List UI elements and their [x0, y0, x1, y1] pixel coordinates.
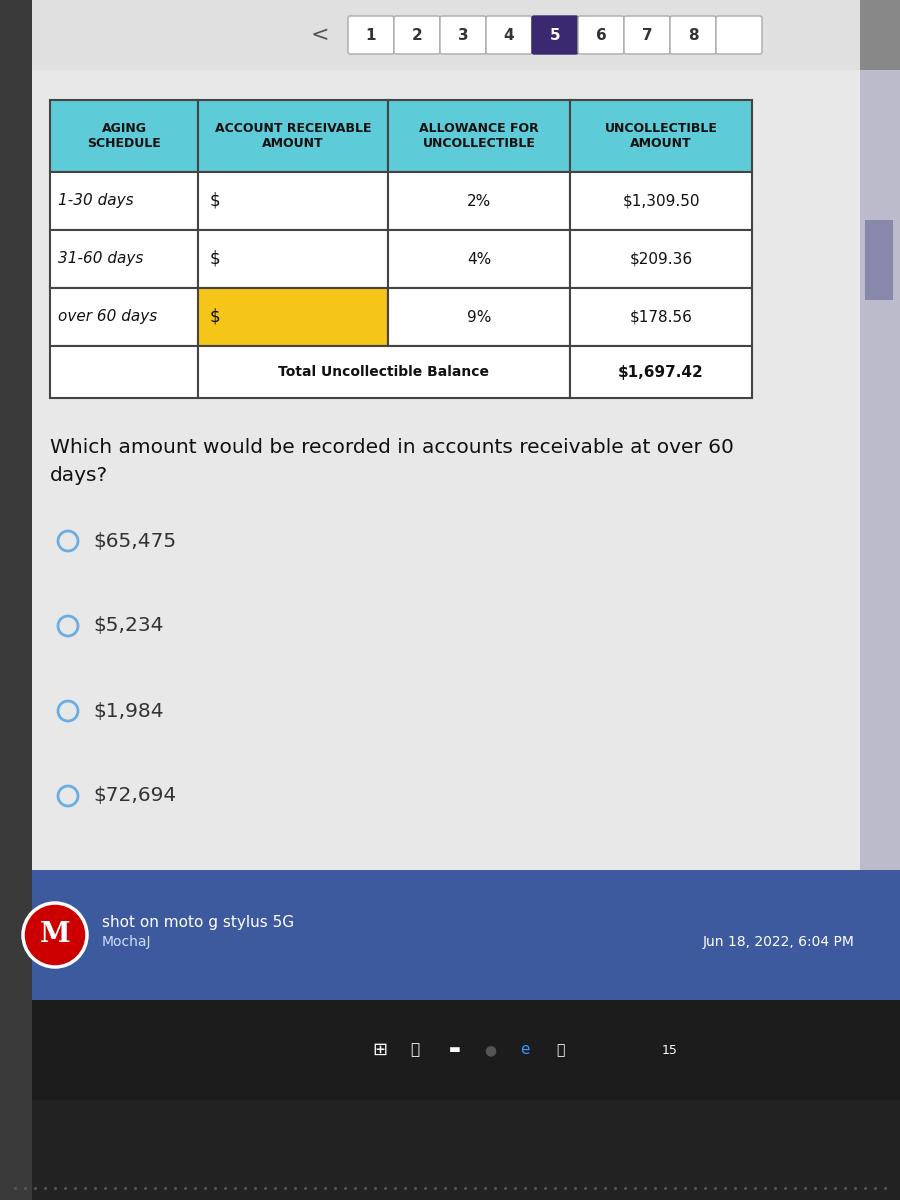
Text: $178.56: $178.56: [630, 310, 692, 324]
FancyBboxPatch shape: [670, 16, 716, 54]
Bar: [388, 172, 570, 230]
Bar: [0, 1000, 900, 1100]
Text: MochaJ: MochaJ: [102, 935, 151, 949]
Circle shape: [23, 902, 87, 967]
Bar: [32, 0, 860, 870]
Text: 🐦: 🐦: [556, 1043, 564, 1057]
Bar: [388, 230, 570, 288]
Text: 4: 4: [504, 28, 514, 42]
Text: Total Uncollectible Balance: Total Uncollectible Balance: [278, 365, 490, 379]
Text: <: <: [310, 25, 329, 44]
Text: $1,697.42: $1,697.42: [618, 365, 704, 379]
Bar: [50, 346, 198, 398]
Bar: [860, 70, 900, 870]
Bar: [570, 100, 752, 172]
Text: $1,309.50: $1,309.50: [622, 193, 700, 209]
Bar: [198, 172, 388, 230]
Text: 6: 6: [596, 28, 607, 42]
Text: ⊞: ⊞: [373, 1040, 388, 1058]
Text: 2%: 2%: [467, 193, 491, 209]
Text: M: M: [40, 922, 70, 948]
Text: ●: ●: [484, 1043, 496, 1057]
Text: UNCOLLECTIBLE
AMOUNT: UNCOLLECTIBLE AMOUNT: [605, 122, 717, 150]
Bar: [50, 230, 198, 288]
Text: 5: 5: [550, 28, 561, 42]
Text: 1: 1: [365, 28, 376, 42]
Text: days?: days?: [50, 466, 108, 485]
Text: $: $: [210, 308, 220, 326]
Bar: [198, 100, 388, 172]
Text: 2: 2: [411, 28, 422, 42]
Bar: [198, 288, 388, 346]
FancyBboxPatch shape: [348, 16, 394, 54]
Text: $65,475: $65,475: [93, 532, 176, 551]
FancyBboxPatch shape: [440, 16, 486, 54]
Bar: [570, 230, 752, 288]
FancyBboxPatch shape: [578, 16, 624, 54]
Bar: [198, 346, 570, 398]
Bar: [50, 100, 198, 172]
Text: over 60 days: over 60 days: [58, 310, 158, 324]
Bar: [570, 346, 752, 398]
Bar: [388, 288, 570, 346]
FancyBboxPatch shape: [716, 16, 762, 54]
Text: 3: 3: [458, 28, 468, 42]
Text: ACCOUNT RECEIVABLE
AMOUNT: ACCOUNT RECEIVABLE AMOUNT: [215, 122, 371, 150]
Text: 4%: 4%: [467, 252, 491, 266]
Bar: [32, 0, 860, 70]
FancyBboxPatch shape: [394, 16, 440, 54]
Text: $: $: [210, 192, 220, 210]
Bar: [0, 1100, 900, 1200]
Text: Jun 18, 2022, 6:04 PM: Jun 18, 2022, 6:04 PM: [703, 935, 855, 949]
Bar: [198, 230, 388, 288]
Text: $: $: [210, 250, 220, 268]
Text: Which amount would be recorded in accounts receivable at over 60: Which amount would be recorded in accoun…: [50, 438, 733, 457]
Text: ▬: ▬: [449, 1044, 461, 1056]
Text: 🔍: 🔍: [410, 1043, 419, 1057]
Text: $1,984: $1,984: [93, 702, 164, 720]
FancyBboxPatch shape: [532, 16, 578, 54]
Bar: [570, 172, 752, 230]
Text: 31-60 days: 31-60 days: [58, 252, 143, 266]
Text: 1-30 days: 1-30 days: [58, 193, 133, 209]
Text: $72,694: $72,694: [93, 786, 176, 805]
Text: AGING
SCHEDULE: AGING SCHEDULE: [87, 122, 161, 150]
Bar: [570, 288, 752, 346]
Bar: [0, 0, 32, 1200]
Text: $5,234: $5,234: [93, 617, 164, 636]
FancyBboxPatch shape: [486, 16, 532, 54]
Bar: [0, 870, 900, 1000]
Bar: [50, 172, 198, 230]
Text: 8: 8: [688, 28, 698, 42]
Text: $209.36: $209.36: [629, 252, 693, 266]
Bar: [865, 220, 893, 300]
FancyBboxPatch shape: [624, 16, 670, 54]
Text: ALLOWANCE FOR
UNCOLLECTIBLE: ALLOWANCE FOR UNCOLLECTIBLE: [419, 122, 539, 150]
Text: e: e: [520, 1043, 530, 1057]
Bar: [388, 100, 570, 172]
Text: 7: 7: [642, 28, 652, 42]
Bar: [50, 288, 198, 346]
Text: 15: 15: [662, 1044, 678, 1056]
Text: shot on moto g stylus 5G: shot on moto g stylus 5G: [102, 914, 294, 930]
Text: 9%: 9%: [467, 310, 491, 324]
